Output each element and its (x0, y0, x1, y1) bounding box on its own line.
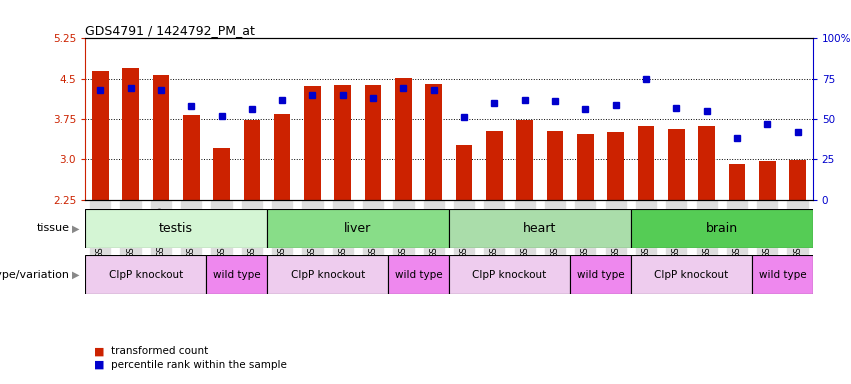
Bar (699, 126, 715, 200)
Text: wild type: wild type (758, 270, 806, 280)
Bar (183, 115, 199, 200)
Bar (426, 84, 442, 200)
Text: wild type: wild type (577, 270, 625, 280)
Text: ClpP knockout: ClpP knockout (109, 270, 183, 280)
Bar (759, 161, 775, 200)
Text: testis: testis (159, 222, 193, 235)
Text: ■: ■ (94, 346, 104, 356)
Bar (85, 255, 206, 294)
Bar (486, 131, 503, 200)
Bar (206, 255, 267, 294)
Text: genotype/variation: genotype/variation (0, 270, 70, 280)
Bar (152, 75, 169, 200)
Bar (577, 134, 594, 200)
Text: ▶: ▶ (72, 270, 80, 280)
Bar (608, 132, 624, 200)
Bar (752, 255, 813, 294)
Text: wild type: wild type (395, 270, 443, 280)
Text: ▶: ▶ (72, 223, 80, 233)
Text: ClpP knockout: ClpP knockout (654, 270, 728, 280)
Text: heart: heart (523, 222, 557, 235)
Text: ClpP knockout: ClpP knockout (290, 270, 365, 280)
Bar (631, 255, 752, 294)
Text: ■: ■ (94, 360, 104, 370)
Bar (267, 209, 449, 248)
Text: transformed count: transformed count (111, 346, 208, 356)
Bar (388, 255, 448, 294)
Bar (365, 85, 381, 200)
Bar (334, 85, 351, 200)
Bar (449, 255, 570, 294)
Bar (789, 161, 806, 200)
Text: wild type: wild type (213, 270, 260, 280)
Text: GDS4791 / 1424792_PM_at: GDS4791 / 1424792_PM_at (85, 24, 255, 37)
Bar (449, 209, 631, 248)
Bar (123, 68, 139, 200)
Bar (85, 209, 267, 248)
Bar (214, 147, 230, 200)
Bar (631, 209, 813, 248)
Bar (456, 145, 472, 200)
Bar (267, 255, 388, 294)
Bar (570, 255, 631, 294)
Text: percentile rank within the sample: percentile rank within the sample (111, 360, 287, 370)
Bar (668, 129, 684, 200)
Bar (728, 164, 745, 200)
Bar (395, 78, 412, 200)
Bar (92, 71, 109, 200)
Bar (243, 120, 260, 200)
Text: tissue: tissue (37, 223, 70, 233)
Text: ClpP knockout: ClpP knockout (472, 270, 546, 280)
Bar (546, 131, 563, 200)
Bar (517, 120, 533, 200)
Text: liver: liver (345, 222, 372, 235)
Bar (304, 86, 321, 200)
Text: brain: brain (705, 222, 738, 235)
Bar (274, 114, 290, 200)
Bar (637, 126, 654, 200)
